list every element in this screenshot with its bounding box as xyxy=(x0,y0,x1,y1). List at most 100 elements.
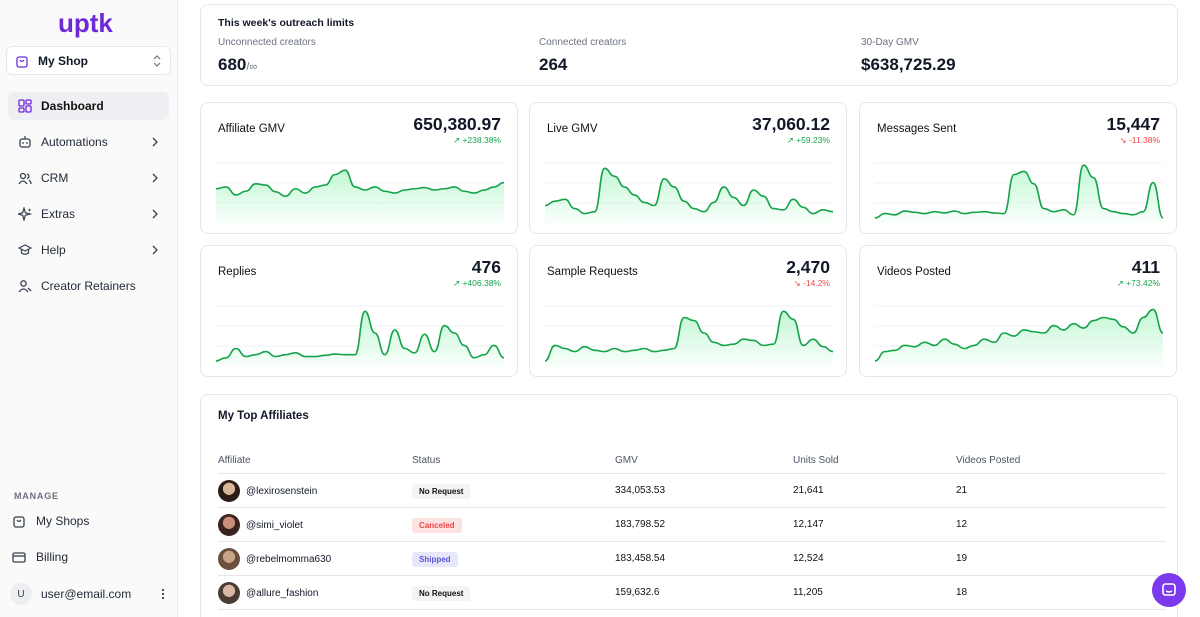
metric-value: 2,470 xyxy=(786,257,830,277)
sparkline-chart xyxy=(216,305,504,368)
dashboard-icon xyxy=(18,99,32,113)
videos-posted-cell: 12 xyxy=(956,519,968,530)
graduation-cap-icon xyxy=(18,244,32,255)
stat-label: Unconnected creators xyxy=(218,37,316,48)
shop-bag-icon xyxy=(16,55,28,68)
manage-section-label: MANAGE xyxy=(14,491,59,501)
affiliate-handle: @allure_fashion xyxy=(246,587,319,599)
sidebar-item-crm[interactable]: CRM xyxy=(8,164,169,192)
sidebar-item-extras[interactable]: Extras xyxy=(8,200,169,228)
sparkline-line xyxy=(216,310,504,362)
trend-up-icon: ↗ xyxy=(1116,278,1127,288)
sparkline-chart xyxy=(875,162,1163,225)
delta-text: +406.38% xyxy=(462,278,501,288)
sidebar-item-help[interactable]: Help xyxy=(8,236,169,264)
sparkline-area xyxy=(875,165,1163,225)
table-row[interactable]: @rebelmomma630 Shipped 183,458.54 12,524… xyxy=(218,542,1166,576)
column-header-gmv[interactable]: GMV xyxy=(615,455,638,466)
metric-title: Live GMV xyxy=(547,123,598,135)
units-sold-cell: 21,641 xyxy=(793,485,824,496)
chevron-up-down-icon xyxy=(153,55,161,67)
table-row[interactable]: @simi_violet Canceled 183,798.52 12,147 … xyxy=(218,508,1166,542)
uptk-logo[interactable]: uptk xyxy=(58,10,118,38)
sidebar-item-label: Creator Retainers xyxy=(41,279,136,293)
gmv-30-day-stat: 30-Day GMV $638,725.29 xyxy=(861,37,956,75)
affiliate-cell[interactable]: @rebelmomma630 xyxy=(218,548,331,570)
sidebar: uptk My Shop Dashboard Automations CRM E… xyxy=(0,0,178,617)
metric-card-live-gmv[interactable]: Live GMV 37,060.12 ↗ +59.23% xyxy=(529,102,847,234)
sparkline-line xyxy=(545,167,833,215)
avatar xyxy=(218,480,240,502)
sparkline-area xyxy=(545,168,833,225)
sidebar-nav: Dashboard Automations CRM Extras Help Cr… xyxy=(8,92,169,308)
user-retainer-icon xyxy=(18,280,32,293)
affiliate-handle: @lexirosenstein xyxy=(246,485,318,497)
affiliate-cell[interactable]: @simi_violet xyxy=(218,514,303,536)
column-header-affiliate[interactable]: Affiliate xyxy=(218,455,251,466)
delta-text: +73.42% xyxy=(1126,278,1160,288)
sidebar-item-creator-retainers[interactable]: Creator Retainers xyxy=(8,272,169,300)
table-row[interactable]: @lexirosenstein No Request 334,053.53 21… xyxy=(218,474,1166,508)
units-sold-cell: 12,147 xyxy=(793,519,824,530)
metric-title: Videos Posted xyxy=(877,266,951,278)
stat-label: Connected creators xyxy=(539,37,627,48)
sparkline-line xyxy=(216,169,504,198)
sparkline-line xyxy=(875,164,1163,219)
metric-card-messages-sent[interactable]: Messages Sent 15,447 ↘ -11.38% xyxy=(859,102,1177,234)
delta-text: +238.38% xyxy=(462,135,501,145)
user-menu[interactable]: U user@email.com xyxy=(10,583,170,605)
metric-value: 650,380.97 xyxy=(413,114,501,134)
table-header-divider xyxy=(218,473,1166,474)
status-badge: No Request xyxy=(412,484,471,499)
metric-title: Replies xyxy=(218,266,257,278)
sidebar-item-my-shops[interactable]: My Shops xyxy=(12,510,89,532)
sparkline-chart xyxy=(545,305,833,368)
sparkles-icon xyxy=(18,207,32,221)
stat-label: 30-Day GMV xyxy=(861,37,919,48)
sidebar-item-label: Extras xyxy=(41,207,76,221)
outreach-limits-card: This week's outreach limits Unconnected … xyxy=(200,4,1178,86)
chevron-right-icon xyxy=(152,209,158,219)
sidebar-item-billing[interactable]: Billing xyxy=(12,546,68,568)
metric-card-videos-posted[interactable]: Videos Posted 411 ↗ +73.42% xyxy=(859,245,1177,377)
metric-title: Sample Requests xyxy=(547,266,638,278)
shop-selector[interactable]: My Shop xyxy=(6,46,171,75)
column-header-videos-posted[interactable]: Videos Posted xyxy=(956,455,1021,466)
trend-down-icon: ↘ xyxy=(1119,135,1129,145)
metric-card-replies[interactable]: Replies 476 ↗ +406.38% xyxy=(200,245,518,377)
sparkline-chart xyxy=(875,305,1163,368)
column-header-status[interactable]: Status xyxy=(412,455,441,466)
chevron-right-icon xyxy=(152,137,158,147)
affiliate-cell[interactable]: @lexirosenstein xyxy=(218,480,317,502)
users-icon xyxy=(18,172,32,185)
metric-card-sample-requests[interactable]: Sample Requests 2,470 ↘ -14.2% xyxy=(529,245,847,377)
metric-delta: ↗ +73.42% xyxy=(1117,278,1160,289)
metric-delta: ↗ +59.23% xyxy=(787,135,830,146)
gmv-cell: 159,632.6 xyxy=(615,587,660,598)
sidebar-item-automations[interactable]: Automations xyxy=(8,128,169,156)
trend-down-icon: ↘ xyxy=(793,278,804,288)
unlimited-suffix: /∞ xyxy=(246,61,258,73)
column-header-units-sold[interactable]: Units Sold xyxy=(793,455,839,466)
status-badge: Shipped xyxy=(412,552,458,567)
chat-support-button[interactable] xyxy=(1152,573,1186,607)
table-row[interactable]: @allure_fashion No Request 159,632.6 11,… xyxy=(218,576,1166,610)
status-badge: No Request xyxy=(412,586,471,601)
kebab-menu-icon[interactable] xyxy=(160,587,166,601)
affiliate-cell[interactable]: @allure_fashion xyxy=(218,582,318,604)
robot-icon xyxy=(19,136,31,148)
sidebar-item-label: Dashboard xyxy=(41,99,104,113)
chevron-right-icon xyxy=(152,245,158,255)
sparkline-area xyxy=(545,311,833,368)
metric-delta: ↗ +406.38% xyxy=(453,278,501,289)
shop-bag-icon xyxy=(13,516,25,528)
metric-title: Affiliate GMV xyxy=(218,123,285,135)
metric-value: 411 xyxy=(1131,257,1160,277)
sidebar-item-dashboard[interactable]: Dashboard xyxy=(8,92,169,120)
sparkline-line xyxy=(545,310,833,362)
unconnected-value: 680 xyxy=(218,55,247,74)
avatar xyxy=(218,548,240,570)
metric-card-affiliate-gmv[interactable]: Affiliate GMV 650,380.97 ↗ +238.38% xyxy=(200,102,518,234)
stat-value: $638,725.29 xyxy=(861,55,956,74)
sidebar-item-label: Automations xyxy=(41,135,108,149)
